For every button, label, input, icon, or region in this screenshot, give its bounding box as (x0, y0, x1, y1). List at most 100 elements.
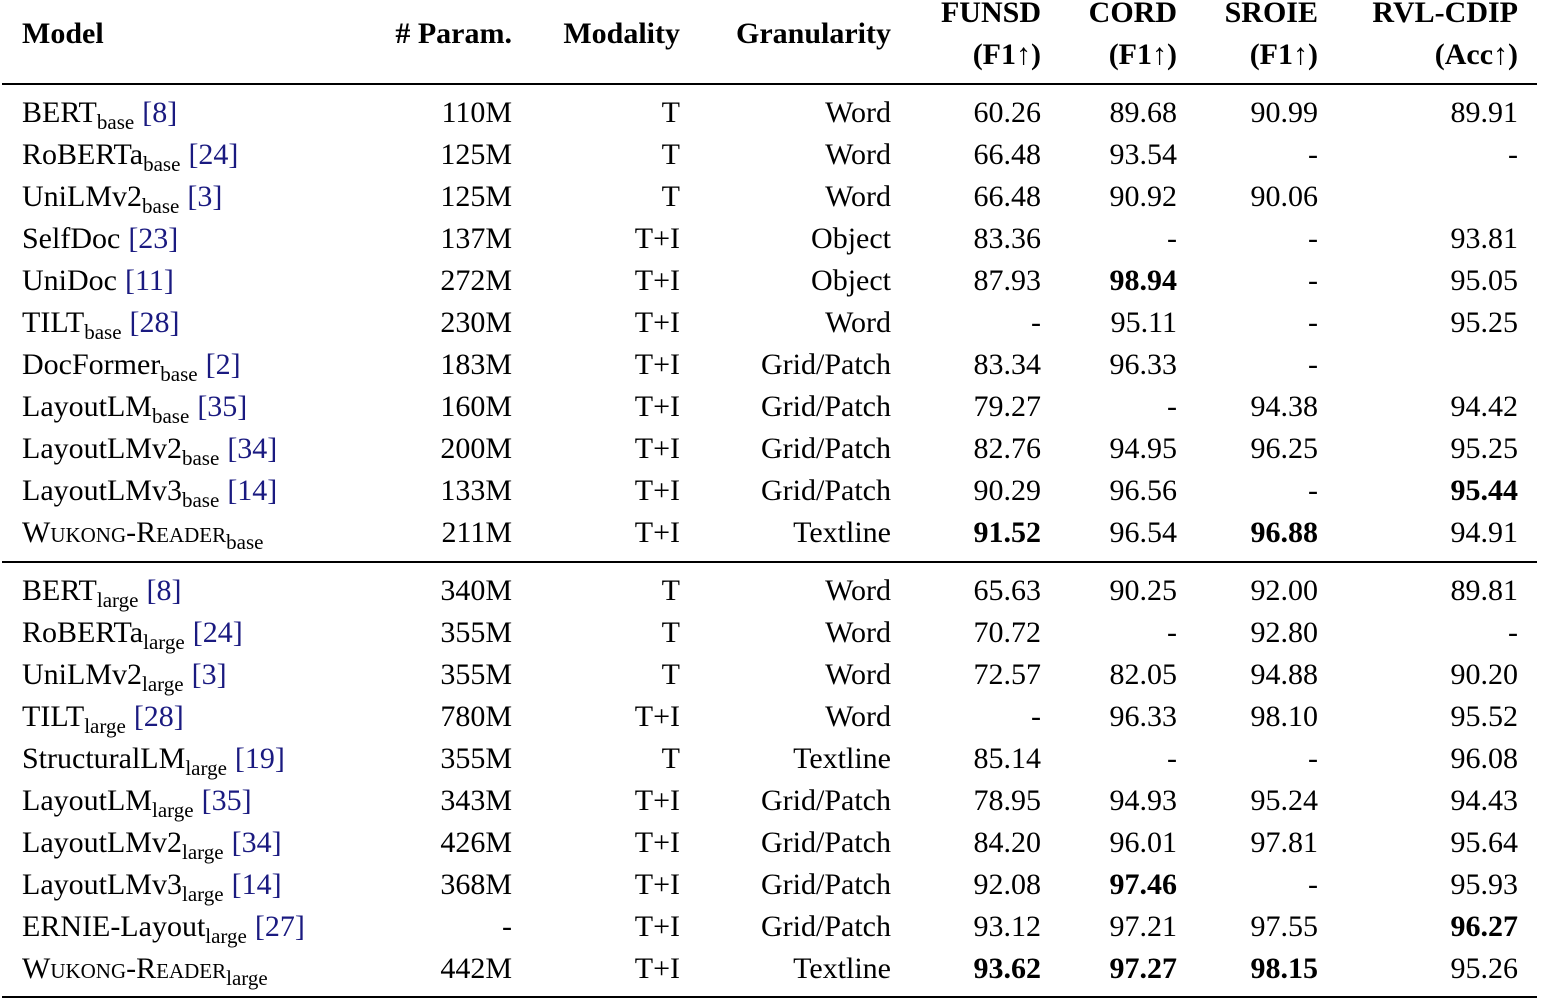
model-variant: large (143, 630, 185, 654)
cell-value: 90.29 (973, 474, 1042, 507)
model-variant: large (205, 924, 247, 948)
cell-value: 160M (440, 390, 512, 423)
cell-value: 82.76 (973, 432, 1042, 465)
column-header: Granularity (736, 17, 891, 50)
cell-value: 78.95 (973, 784, 1042, 817)
cell-value: T (661, 96, 680, 129)
cell-value: Grid/Patch (761, 784, 891, 817)
model-name: SelfDoc [23] (22, 224, 178, 254)
model-variant: base (181, 446, 220, 470)
cell-value: - (1508, 138, 1518, 171)
cell-value: Textline (793, 516, 891, 549)
cell-value: 93.12 (973, 910, 1042, 943)
column-header: RVL-CDIP (1372, 0, 1518, 29)
cell-value: Textline (793, 742, 891, 775)
cell-value: T+I (634, 910, 680, 943)
cell-value: 89.91 (1450, 96, 1519, 129)
model-name: BERTlarge [8] (22, 576, 181, 611)
citation: [14] (227, 474, 278, 507)
cell-value: 94.43 (1450, 784, 1519, 817)
cell-value: 137M (440, 222, 512, 255)
model-name: Wukong-Readerlarge (22, 954, 268, 989)
cell-value: 66.48 (973, 138, 1042, 171)
cell-value: 97.21 (1109, 910, 1178, 943)
model-name: LayoutLMv2base [34] (22, 432, 277, 469)
citation: [28] (129, 306, 180, 339)
model-name: TILTlarge [28] (22, 702, 184, 737)
cell-value: 96.33 (1109, 348, 1178, 381)
cell-value: 94.88 (1250, 658, 1319, 691)
cell-value: 96.88 (1250, 516, 1319, 549)
column-header: (F1↑) (1108, 38, 1177, 71)
cell-value: - (502, 910, 512, 943)
model-text: LayoutLM (22, 390, 152, 423)
column-header: Modality (563, 17, 680, 50)
cell-value: 96.08 (1450, 742, 1519, 775)
cell-value: 91.52 (973, 516, 1042, 549)
cell-value: 95.25 (1450, 306, 1519, 339)
cell-value: 272M (440, 264, 512, 297)
cell-value: 355M (440, 742, 512, 775)
cell-value: - (1031, 700, 1041, 733)
model-name: UniLMv2base [3] (22, 180, 223, 217)
cell-value: Grid/Patch (761, 910, 891, 943)
cell-value: Grid/Patch (761, 432, 891, 465)
header-rule (2, 83, 1537, 85)
citation: [24] (192, 616, 243, 649)
model-text: TILT (22, 306, 85, 339)
cell-value: 97.46 (1109, 868, 1178, 901)
cell-value: 96.56 (1109, 474, 1178, 507)
cell-value: 87.93 (973, 264, 1042, 297)
model-text: Wukong-Reader (22, 516, 227, 549)
cell-value: 90.99 (1250, 96, 1319, 129)
cell-value: T+I (634, 432, 680, 465)
cell-value: 343M (440, 784, 512, 817)
model-text: BERT (22, 96, 97, 129)
model-name: BERTbase [8] (22, 96, 177, 133)
cell-value: - (1308, 138, 1318, 171)
model-name: LayoutLMbase [35] (22, 390, 247, 427)
cell-value: Grid/Patch (761, 868, 891, 901)
cell-value: 95.52 (1450, 700, 1519, 733)
cell-value: 70.72 (973, 616, 1042, 649)
model-name: RoBERTabase [24] (22, 140, 238, 175)
model-text: LayoutLMv2 (22, 432, 182, 465)
cell-value: 89.68 (1109, 96, 1178, 129)
model-variant: base (151, 404, 190, 428)
cell-value: T+I (634, 952, 680, 985)
model-variant: base (160, 362, 198, 386)
cell-value: 95.25 (1450, 432, 1519, 465)
cell-value: 96.01 (1109, 826, 1178, 859)
cell-value: Word (825, 306, 891, 339)
cell-value: Word (825, 180, 891, 213)
column-header: (Acc↑) (1434, 38, 1518, 71)
cell-value: 211M (441, 516, 512, 549)
cell-value: 780M (440, 700, 512, 733)
citation: [2] (205, 348, 241, 381)
cell-value: Object (811, 264, 891, 297)
citation: [3] (187, 180, 223, 213)
cell-value: 95.26 (1450, 952, 1519, 985)
cell-value: 368M (440, 868, 512, 901)
cell-value: 94.95 (1109, 432, 1178, 465)
model-variant: large (142, 672, 184, 696)
model-name: UniDoc [11] (22, 266, 174, 296)
cell-value: - (1167, 616, 1177, 649)
cell-value: T (661, 574, 680, 607)
cell-value: 98.94 (1109, 264, 1178, 297)
cell-value: 96.54 (1109, 516, 1178, 549)
cell-value: T+I (634, 474, 680, 507)
model-name: TILTbase [28] (22, 306, 180, 343)
cell-value: 110M (441, 96, 512, 129)
citation: [34] (231, 826, 282, 859)
model-name: LayoutLMv3large [14] (22, 870, 282, 905)
cell-value: T+I (634, 222, 680, 255)
cell-value: - (1308, 742, 1318, 775)
model-name: StructuralLMlarge [19] (22, 744, 285, 779)
column-header: (F1↑) (1249, 38, 1318, 71)
cell-value: - (1308, 474, 1318, 507)
cell-value: 92.08 (973, 868, 1042, 901)
cell-value: T (661, 616, 680, 649)
model-name: ERNIE-Layoutlarge [27] (22, 912, 305, 947)
cell-value: - (1167, 742, 1177, 775)
